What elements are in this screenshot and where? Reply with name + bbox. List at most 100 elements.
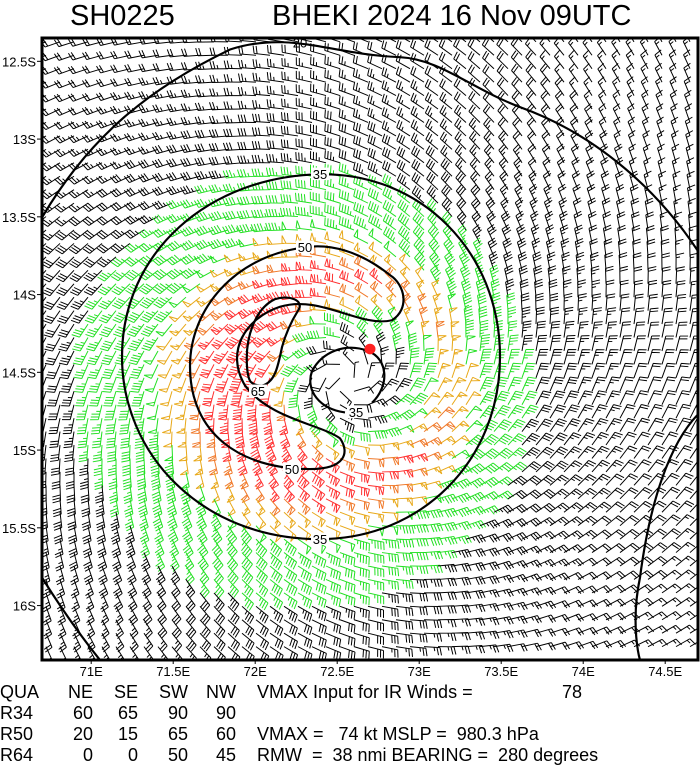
wind-barb bbox=[423, 480, 443, 489]
wind-barb bbox=[633, 487, 653, 500]
wind-barb bbox=[98, 579, 109, 599]
wind-barb bbox=[297, 579, 312, 596]
wind-barb bbox=[105, 418, 117, 435]
wind-barb bbox=[119, 418, 131, 435]
wind-barb bbox=[295, 124, 313, 137]
wind-barb bbox=[295, 43, 313, 56]
wind-barb bbox=[591, 473, 611, 486]
wind-barb bbox=[530, 224, 540, 244]
wind-barb bbox=[451, 348, 463, 365]
table-cell: 15 bbox=[118, 724, 138, 744]
wind-barb bbox=[619, 487, 639, 500]
wind-barb bbox=[453, 51, 467, 70]
wind-barb bbox=[182, 525, 194, 545]
wind-barb bbox=[101, 364, 117, 379]
wind-barb bbox=[269, 619, 284, 637]
wind-barb bbox=[619, 515, 639, 527]
wind-barb bbox=[255, 511, 267, 530]
wind-barb bbox=[170, 565, 181, 586]
wind-barb bbox=[568, 37, 579, 56]
wind-barb bbox=[605, 335, 618, 352]
wind-barb bbox=[367, 511, 385, 523]
wind-barb bbox=[254, 471, 264, 490]
contour-65 bbox=[245, 296, 301, 387]
wind-barb bbox=[423, 522, 444, 533]
wind-barb bbox=[309, 191, 327, 204]
wind-barb bbox=[115, 619, 124, 639]
wind-barb bbox=[468, 131, 481, 150]
wind-barb bbox=[354, 295, 369, 312]
wind-barb bbox=[602, 37, 607, 43]
wind-barb bbox=[647, 403, 664, 419]
wind-barb bbox=[152, 512, 164, 532]
wind-barb bbox=[465, 362, 479, 378]
wind-barb bbox=[254, 364, 271, 378]
wind-barb bbox=[568, 63, 579, 83]
wind-barb bbox=[283, 646, 299, 661]
wind-barb bbox=[309, 273, 327, 285]
wind-barb bbox=[42, 525, 49, 544]
wind-barb bbox=[549, 376, 565, 392]
wind-barb bbox=[252, 100, 271, 110]
wind-barb bbox=[469, 144, 481, 164]
wind-barb bbox=[126, 552, 137, 572]
wind-barb bbox=[521, 362, 536, 378]
wind-barb bbox=[525, 50, 537, 70]
wind-barb bbox=[136, 471, 147, 491]
wind-barb bbox=[269, 605, 284, 624]
wind-barb bbox=[236, 210, 257, 220]
wind-barb bbox=[535, 320, 546, 338]
wind-barb bbox=[185, 579, 196, 599]
wind-barb bbox=[67, 107, 89, 116]
wind-barb bbox=[661, 266, 671, 284]
wind-barb bbox=[237, 281, 257, 291]
wind-barb bbox=[252, 458, 263, 477]
wind-barb bbox=[591, 279, 601, 298]
wind-barb bbox=[309, 205, 327, 218]
wind-barb bbox=[535, 460, 555, 473]
wind-barb bbox=[42, 95, 47, 99]
wind-barb bbox=[583, 63, 593, 83]
wind-barb bbox=[591, 418, 609, 432]
wind-barb bbox=[194, 171, 215, 181]
wind-barb bbox=[123, 159, 145, 170]
wind-barb bbox=[93, 458, 103, 477]
wind-barb bbox=[683, 76, 692, 96]
wind-barb bbox=[619, 307, 631, 325]
wind-barb bbox=[633, 349, 647, 365]
wind-barb bbox=[42, 41, 47, 44]
wind-barb bbox=[325, 619, 342, 634]
wind-barb bbox=[381, 565, 400, 577]
wind-barb bbox=[195, 471, 205, 490]
wind-barb bbox=[633, 335, 646, 352]
wind-barb bbox=[44, 337, 61, 352]
wind-barb bbox=[562, 265, 571, 284]
wind-barb bbox=[605, 529, 626, 540]
wind-barb bbox=[442, 224, 453, 244]
wind-barb bbox=[572, 183, 581, 204]
wind-barb bbox=[483, 117, 495, 137]
wind-barb bbox=[438, 51, 453, 70]
wind-barb bbox=[507, 320, 518, 338]
wind-barb bbox=[465, 376, 481, 392]
wind-barb bbox=[535, 349, 549, 365]
wind-barb bbox=[166, 90, 187, 99]
wind-barb bbox=[604, 252, 613, 271]
wind-barb bbox=[306, 330, 327, 340]
wind-barb bbox=[123, 173, 145, 184]
wind-barb bbox=[647, 556, 668, 567]
wind-barb bbox=[91, 431, 103, 449]
wind-barb bbox=[165, 172, 187, 182]
vmax-input-label: VMAX Input for IR Winds = bbox=[257, 682, 473, 702]
wind-barb bbox=[423, 466, 443, 475]
wind-barb bbox=[127, 337, 145, 352]
wind-barb bbox=[158, 377, 173, 393]
wind-barb bbox=[100, 350, 117, 366]
wind-barb bbox=[571, 170, 581, 190]
wind-barb bbox=[488, 251, 499, 271]
wind-barb bbox=[237, 100, 257, 110]
wind-barb bbox=[367, 632, 384, 645]
wind-barb bbox=[598, 116, 607, 137]
wind-barb bbox=[586, 183, 596, 204]
wind-barb bbox=[171, 632, 183, 652]
